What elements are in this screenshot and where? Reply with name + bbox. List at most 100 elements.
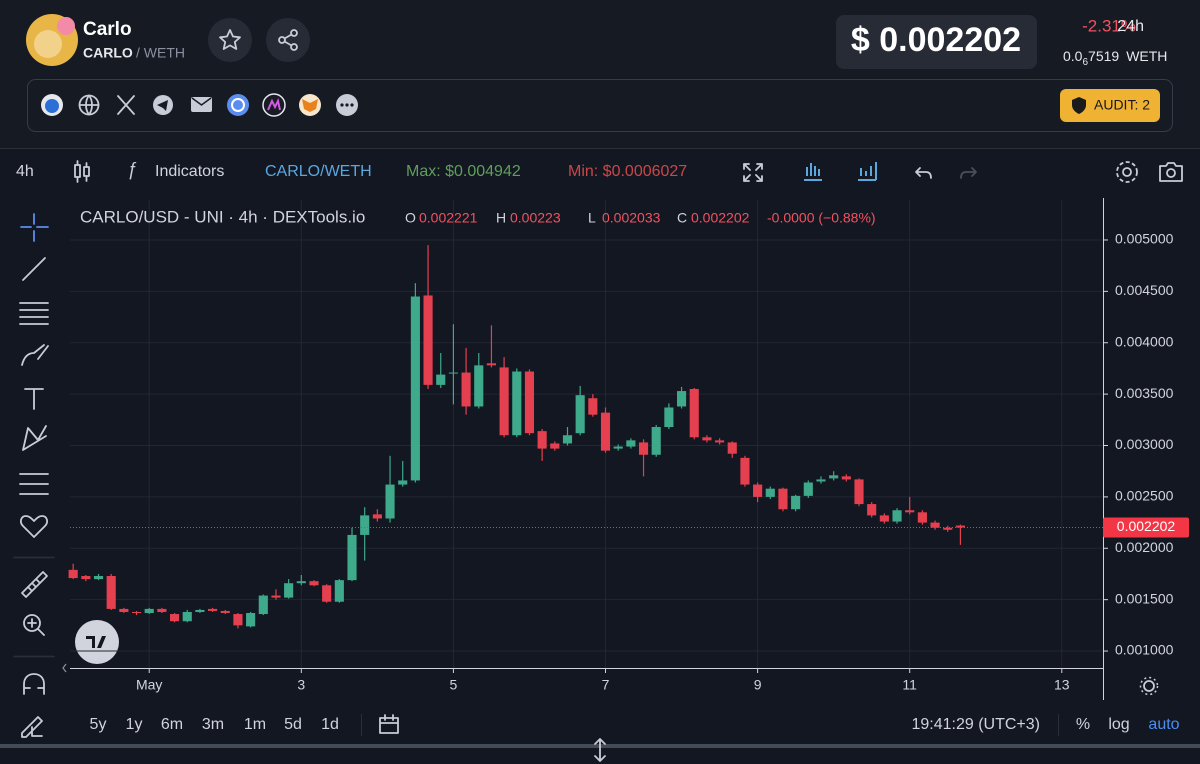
token-logo-badge — [57, 17, 75, 35]
y-tick-label: 0.003000 — [1115, 436, 1174, 452]
range-button[interactable]: 5y — [90, 716, 107, 733]
ohlc-legend: O 0.002221 H 0.00223 L 0.002033 C 0.0022… — [405, 210, 876, 226]
legend-low-label: L — [588, 210, 596, 226]
candle-body — [461, 372, 471, 407]
zoom-plus — [27, 618, 45, 636]
pair-label[interactable]: CARLO/WETH — [265, 163, 372, 180]
date-range-button[interactable] — [379, 714, 399, 734]
crosshair-tool[interactable] — [20, 213, 49, 242]
interval[interactable]: 4h — [16, 163, 34, 180]
auto-toggle[interactable]: auto — [1148, 716, 1179, 733]
candle-body — [829, 475, 839, 479]
text-tool[interactable] — [24, 388, 44, 410]
chart-title: CARLO/USD - UNI · 4h · DEXTools.io — [80, 207, 365, 226]
candle-body — [626, 440, 636, 447]
link-icons — [41, 93, 358, 117]
candle-body — [233, 614, 243, 626]
zoom-tool[interactable] — [23, 614, 41, 632]
brush-tool[interactable] — [21, 344, 49, 366]
legend-open: 0.002221 — [419, 210, 478, 226]
screenshot-button[interactable] — [1159, 162, 1183, 182]
chart-type-button[interactable] — [74, 160, 90, 183]
y-tick-label: 0.003500 — [1115, 385, 1174, 401]
last-price-label: 0.002202 — [1117, 518, 1176, 534]
candle-body — [905, 510, 915, 513]
token-symbol: CARLO — [83, 45, 133, 61]
audit-shield — [1072, 97, 1086, 114]
candle-body — [537, 431, 547, 449]
lock-tool[interactable] — [21, 716, 43, 738]
settings-button[interactable] — [1122, 167, 1132, 177]
legend-high-label: H — [496, 210, 506, 226]
undo-button[interactable] — [915, 167, 932, 179]
candle-body — [512, 371, 522, 436]
price-change: -2.31% — [1082, 16, 1136, 35]
token-quote: / WETH — [136, 45, 185, 61]
prediction-tool[interactable] — [19, 473, 49, 495]
audit-button[interactable] — [1060, 89, 1160, 122]
y-tick-label: 0.002500 — [1115, 488, 1174, 504]
volume-button[interactable] — [804, 163, 822, 181]
candle-body — [867, 504, 877, 516]
candle-body — [955, 525, 965, 528]
collapse-button[interactable] — [62, 663, 67, 673]
candle-body — [524, 371, 535, 434]
candle-body — [410, 296, 420, 481]
trades-button[interactable] — [858, 162, 877, 181]
redo-button[interactable] — [960, 167, 977, 179]
cmc-mark — [231, 98, 245, 112]
tradingview-logo[interactable] — [75, 620, 119, 664]
candle-body — [588, 398, 598, 415]
magnet-tool[interactable] — [23, 673, 45, 695]
y-tick-label: 0.001500 — [1115, 590, 1174, 606]
candle-body — [816, 479, 826, 482]
last-price-tag — [1103, 517, 1189, 538]
range-button[interactable]: 1d — [321, 716, 339, 733]
links-bar — [27, 79, 1173, 132]
price: $ 0.002202 — [851, 21, 1021, 59]
candle-body — [702, 437, 712, 441]
candle-body — [689, 388, 699, 438]
tradingview-mark — [86, 636, 106, 648]
candle-body — [208, 608, 218, 611]
favorite-button[interactable] — [208, 18, 252, 62]
range-button[interactable]: 1y — [126, 716, 143, 733]
more-dots — [340, 103, 354, 107]
range-button[interactable]: 6m — [161, 716, 183, 733]
x-tick-label: 3 — [297, 677, 305, 693]
candle-body — [284, 583, 294, 598]
candle-body — [791, 495, 801, 510]
measure-tool[interactable] — [21, 571, 48, 598]
pattern-tool[interactable] — [22, 425, 47, 451]
link-x[interactable] — [117, 95, 135, 115]
candle-body — [892, 510, 902, 522]
link-coinmarketcap[interactable] — [227, 94, 249, 116]
candle-body — [499, 367, 509, 436]
share-button[interactable] — [266, 18, 310, 62]
fullscreen-button[interactable] — [743, 163, 763, 182]
legend-close-label: C — [677, 210, 687, 226]
candle-body — [334, 580, 344, 602]
candle-body — [753, 484, 763, 497]
audit-label: AUDIT: 2 — [1094, 97, 1150, 113]
line-tool[interactable] — [22, 257, 46, 281]
indicators-button[interactable]: Indicators — [155, 163, 224, 180]
x-tick-label: May — [136, 677, 162, 693]
range-button[interactable]: 3m — [202, 716, 224, 733]
log-toggle[interactable]: log — [1108, 716, 1129, 733]
candle-body — [258, 595, 268, 615]
min-price: Min: $0.0006027 — [568, 163, 687, 180]
price-box — [836, 15, 1037, 69]
favorites-tool[interactable] — [19, 515, 49, 538]
resize-handle[interactable] — [594, 738, 606, 762]
clock: 19:41:29 (UTC+3) — [911, 716, 1040, 733]
fib-tool[interactable] — [19, 302, 49, 325]
range-button[interactable]: 5d — [284, 716, 302, 733]
candle-body — [930, 522, 940, 528]
range-button[interactable]: 1m — [244, 716, 266, 733]
percent-toggle[interactable]: % — [1076, 716, 1090, 733]
candle-body — [144, 608, 154, 614]
candle-body — [119, 608, 129, 612]
axis-settings[interactable] — [1143, 680, 1155, 692]
y-tick-label: 0.004500 — [1115, 282, 1174, 298]
